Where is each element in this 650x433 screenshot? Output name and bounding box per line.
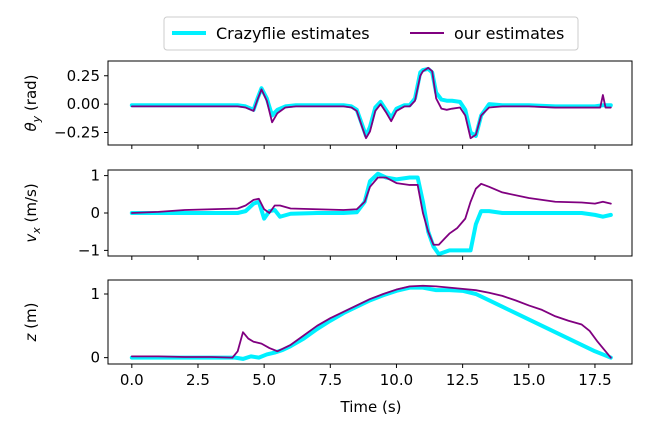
- y-tick-label: 0.25: [67, 67, 100, 85]
- panel-theta-y: 0.25 0.00 −0.25 θy (rad): [22, 60, 633, 149]
- y-axis-label: θy (rad): [22, 74, 43, 131]
- y-axis-label: vx (m/s): [22, 183, 43, 242]
- legend-frame: [163, 16, 579, 51]
- y-tick-label: 1: [90, 167, 100, 185]
- x-tick-label: 2.5: [186, 371, 210, 389]
- x-tick-label: 7.5: [318, 371, 342, 389]
- x-axis-label: Time (s): [340, 398, 402, 416]
- series-ours: [130, 284, 612, 359]
- axes-frame: [107, 279, 633, 365]
- y-tick-label: 0: [90, 349, 100, 367]
- y-tick-label: −1: [78, 241, 100, 259]
- series-ours: [130, 66, 612, 140]
- panel-altitude-z: 1 0 0.0 2.5 5.0 7.5 10.0 12.5 15.0 17.5 z (m): [22, 279, 633, 389]
- series-crazyflie: [129, 171, 613, 256]
- panel-velocity-x: 1 0 −1 vx (m/s): [22, 167, 633, 260]
- y-tick-label: 1: [90, 285, 100, 303]
- y-tick-label: −0.25: [54, 124, 100, 142]
- y-tick-label: 0: [90, 204, 100, 222]
- series-ours: [130, 176, 612, 246]
- x-tick-label: 0.0: [120, 371, 144, 389]
- y-axis-label: z (m): [22, 303, 40, 343]
- legend: Crazyflie estimates our estimates: [163, 16, 579, 51]
- x-tick-label: 15.0: [512, 371, 545, 389]
- x-tick-label: 17.5: [578, 371, 611, 389]
- axes-frame: [107, 60, 633, 146]
- series-crazyflie: [129, 285, 613, 361]
- x-tick-label: 12.5: [446, 371, 479, 389]
- legend-label-crazyflie: Crazyflie estimates: [216, 24, 370, 43]
- x-tick-label: 5.0: [252, 371, 276, 389]
- x-tick-label: 10.0: [380, 371, 413, 389]
- y-tick-label: 0.00: [67, 95, 100, 113]
- legend-label-ours: our estimates: [454, 24, 564, 43]
